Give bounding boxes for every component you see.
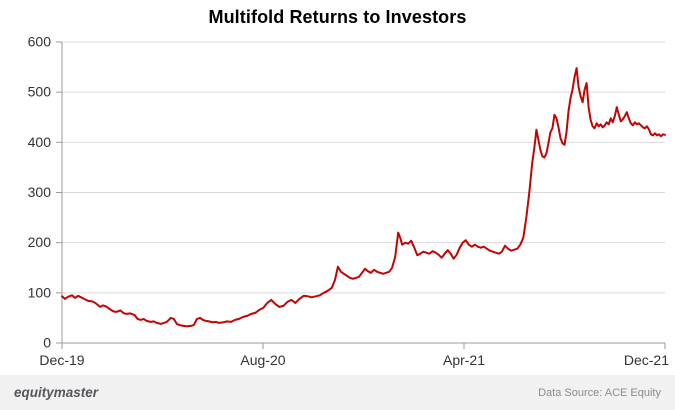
y-axis-tick-label: 400: [28, 134, 52, 150]
footer-bar: equitymaster Data Source: ACE Equity: [0, 375, 675, 410]
y-axis-tick-label: 500: [28, 84, 52, 100]
x-axis-tick-label: Aug-20: [240, 352, 285, 368]
equitymaster-logo: equitymaster: [14, 385, 99, 400]
y-axis-tick-label: 0: [43, 335, 51, 351]
x-axis-tick-label: Dec-21: [624, 352, 669, 368]
y-axis-tick-label: 200: [28, 234, 52, 250]
line-chart-plot: 0 100 200 300 400 500 600 Dec-19 Aug-20 Apr-21 Dec…: [28, 34, 670, 369]
y-axis-tick-label: 100: [28, 284, 52, 300]
chart-title: Multifold Returns to Investors: [208, 7, 467, 27]
price-line: [61, 67, 666, 328]
y-axis-tick-label: 600: [28, 34, 52, 50]
x-axis-tick-label: Apr-21: [443, 352, 485, 368]
y-axis-tick-label: 300: [28, 184, 52, 200]
data-source-label: Data Source: ACE Equity: [538, 386, 661, 399]
x-axis-tick-label: Dec-19: [39, 352, 84, 368]
